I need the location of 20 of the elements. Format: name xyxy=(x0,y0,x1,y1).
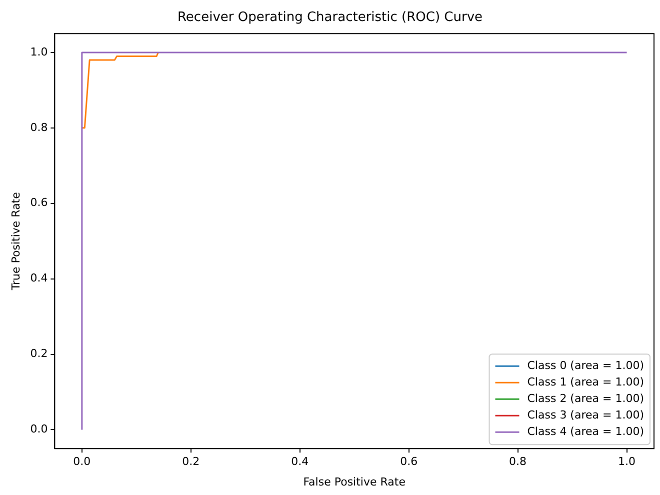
y-tick-label: 0.6 xyxy=(30,196,48,210)
y-tick-label: 1.0 xyxy=(30,45,48,58)
x-tick-label: 1.0 xyxy=(618,455,636,468)
y-tick-label: 0.0 xyxy=(30,422,48,436)
legend-label: Class 0 (area = 1.00) xyxy=(527,358,644,372)
y-tick-label: 0.8 xyxy=(30,120,48,134)
x-axis-title: False Positive Rate xyxy=(303,475,406,488)
legend-label: Class 3 (area = 1.00) xyxy=(527,408,644,422)
legend-label: Class 2 (area = 1.00) xyxy=(527,392,644,405)
x-tick-label: 0.6 xyxy=(400,455,418,468)
x-tick-label: 0.2 xyxy=(182,455,200,468)
x-tick-label: 0.4 xyxy=(291,455,309,468)
y-tick-label: 0.4 xyxy=(30,272,48,285)
y-axis-title: True Positive Rate xyxy=(9,192,22,292)
legend-label: Class 4 (area = 1.00) xyxy=(527,424,644,438)
y-tick-label: 0.2 xyxy=(30,347,48,360)
chart-title: Receiver Operating Characteristic (ROC) Curve xyxy=(177,10,483,26)
legend-label: Class 1 (area = 1.00) xyxy=(527,375,644,388)
x-tick-label: 0.0 xyxy=(73,455,91,468)
x-tick-label: 0.8 xyxy=(509,455,527,468)
